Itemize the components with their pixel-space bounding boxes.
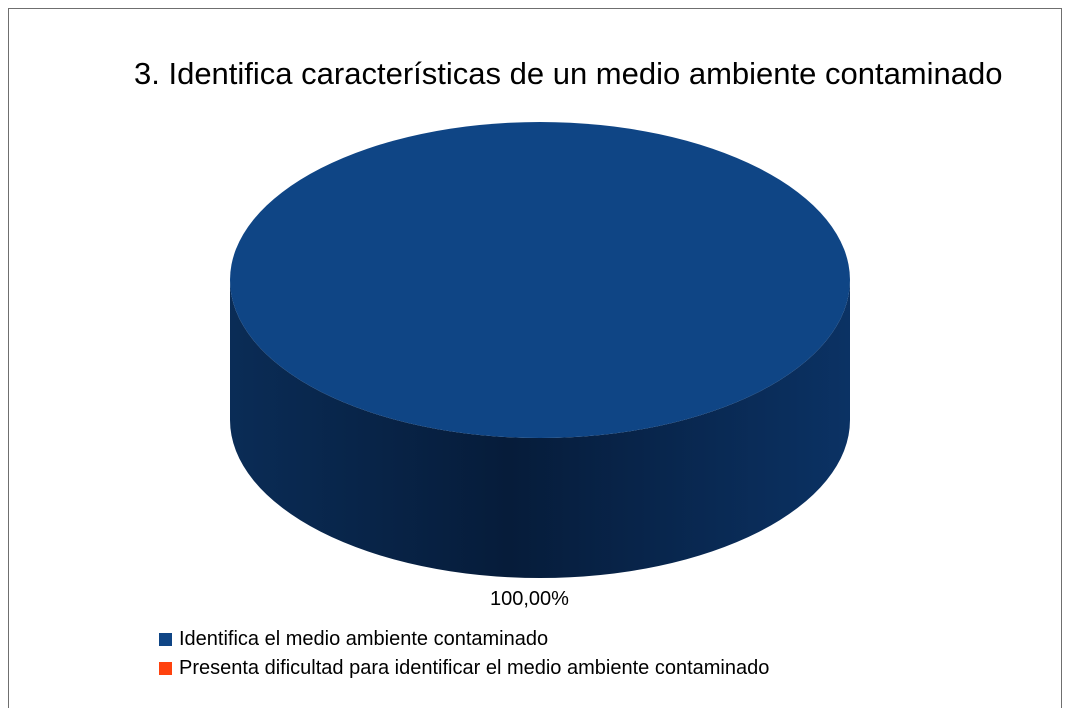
legend-swatch-presenta: [159, 662, 172, 675]
legend-swatch-identifica: [159, 633, 172, 646]
legend-item-presenta: Presenta dificultad para identificar el …: [159, 654, 769, 683]
pie-slice-identifica: [230, 122, 850, 438]
legend-item-identifica: Identifica el medio ambiente contaminado: [159, 625, 769, 654]
pie-slice-side: [230, 280, 850, 578]
chart-title: 3. Identifica características de un medi…: [134, 56, 1003, 91]
legend-label-presenta: Presenta dificultad para identificar el …: [179, 657, 770, 679]
data-label-identifica: 100,00%: [490, 588, 569, 610]
legend: Identifica el medio ambiente contaminado…: [159, 625, 769, 683]
legend-label-identifica: Identifica el medio ambiente contaminado: [179, 628, 549, 650]
